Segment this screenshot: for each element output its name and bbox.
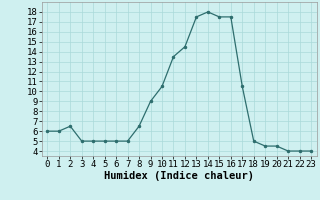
X-axis label: Humidex (Indice chaleur): Humidex (Indice chaleur) bbox=[104, 171, 254, 181]
